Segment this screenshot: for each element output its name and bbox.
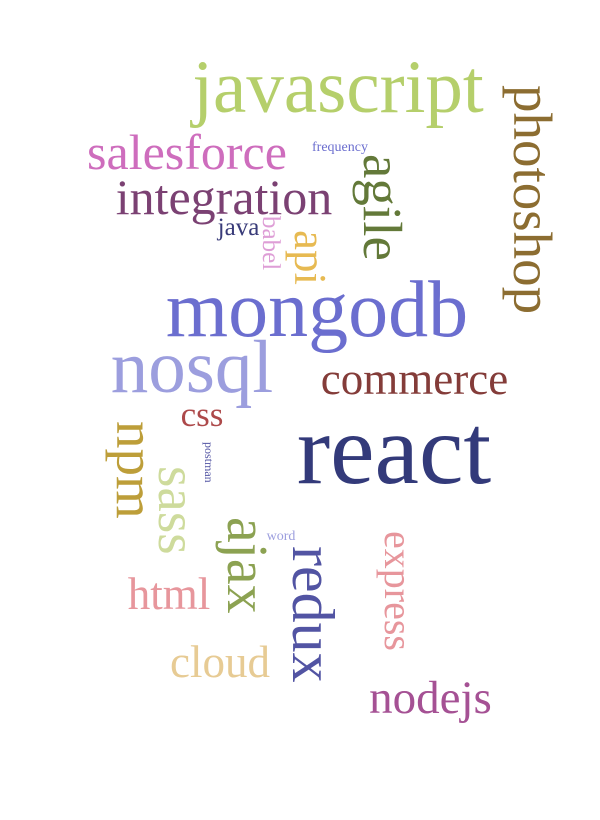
word-mongodb: mongodb [165,266,469,354]
word-express: express [376,531,421,651]
word-integration: integration [115,169,333,225]
word-salesforce: salesforce [87,124,287,180]
word-css: css [180,395,224,434]
word-cloud-term: cloud [170,637,270,687]
word-nodejs: nodejs [369,672,492,724]
word-babel: babel [257,215,284,271]
word-postman: postman [202,441,216,483]
word-agile: agile [352,154,413,261]
word-redux: redux [280,546,346,683]
word-api: api [285,230,335,285]
word-frequency: frequency [312,140,368,155]
word-react: react [296,394,492,505]
word-word: word [266,529,296,544]
word-html: html [127,569,211,619]
word-sass: sass [147,465,208,555]
word-java: java [217,214,260,241]
word-photoshop: photoshop [502,85,563,315]
word-nosql: nosql [110,326,274,409]
word-javascript: javascript [192,46,484,129]
word-commerce: commerce [320,354,509,404]
